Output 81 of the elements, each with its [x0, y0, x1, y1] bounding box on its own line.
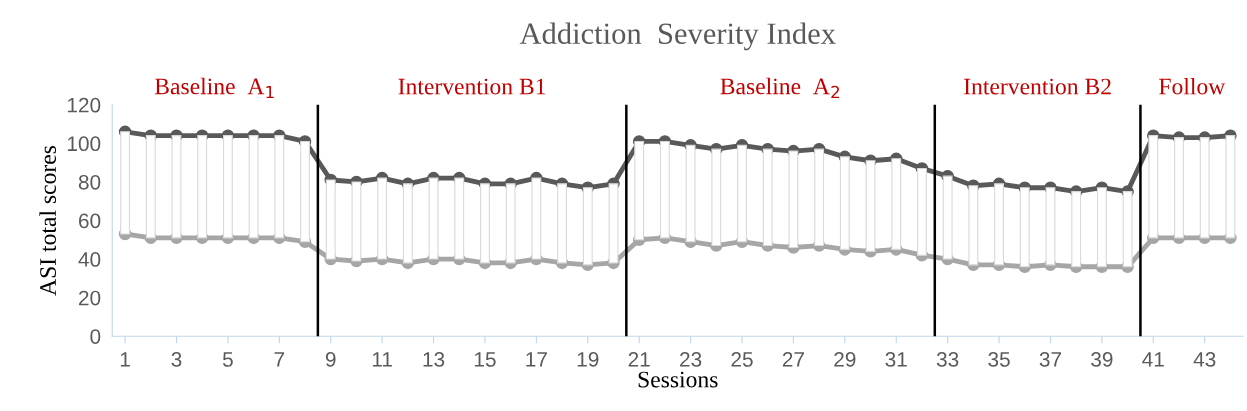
- x-tick-label: 23: [680, 352, 702, 367]
- x-axis-title: Sessions: [638, 371, 718, 388]
- bar: [685, 144, 696, 243]
- bar: [839, 156, 850, 250]
- x-tick-label: 15: [474, 352, 496, 367]
- bar: [814, 148, 825, 247]
- x-tick-label: 19: [577, 352, 599, 367]
- bar: [968, 185, 979, 266]
- y-tick-label: 60: [79, 213, 101, 229]
- bar: [377, 177, 388, 260]
- chart-title: Addiction Severity Index: [519, 22, 836, 51]
- x-tick-label: 41: [1142, 352, 1164, 367]
- bar: [1019, 187, 1030, 268]
- bar: [634, 140, 645, 241]
- text: Baseline A$_{1}$: [154, 77, 274, 99]
- bar: [531, 177, 542, 260]
- y-axis-title: ASI total scores: [39, 145, 57, 296]
- bar: [145, 135, 156, 239]
- text: Intervention B1: [398, 78, 546, 95]
- bar: [222, 135, 233, 239]
- bar: [582, 187, 593, 266]
- bar: [120, 131, 131, 235]
- text: Baseline A$_{2}$: [720, 77, 840, 99]
- x-tick-label: 7: [274, 352, 285, 367]
- bar: [325, 179, 336, 260]
- bar: [1199, 137, 1210, 239]
- bar: [1225, 135, 1236, 239]
- y-tick-label: 120: [67, 97, 101, 113]
- bar: [557, 183, 567, 264]
- bar: [659, 140, 670, 239]
- bar: [505, 183, 516, 264]
- bar: [454, 177, 465, 260]
- bar: [402, 183, 413, 264]
- bar: [994, 183, 1004, 266]
- x-tick-label: 31: [885, 352, 907, 367]
- bar: [608, 183, 619, 264]
- x-tick-label: 11: [372, 352, 392, 367]
- bar: [428, 177, 439, 260]
- x-tick-label: 17: [526, 352, 547, 367]
- x-tick-label: 9: [325, 352, 336, 367]
- bar: [197, 135, 208, 239]
- bar: [248, 135, 259, 239]
- x-tick-label: 21: [628, 352, 650, 367]
- bar: [788, 150, 799, 249]
- x-tick-label: 29: [834, 352, 856, 367]
- x-tick-label: 33: [936, 352, 959, 367]
- x-tick-label: 1: [120, 352, 130, 367]
- x-tick-label: 13: [423, 352, 445, 367]
- text: Follow: [1159, 77, 1226, 95]
- y-tick-label: 100: [67, 136, 101, 152]
- x-tick-label: 3: [171, 352, 182, 367]
- text: Intervention B2: [964, 78, 1111, 95]
- bar: [171, 135, 182, 239]
- bar: [1071, 191, 1082, 268]
- bar: [942, 175, 953, 260]
- bar: [1045, 187, 1056, 266]
- bar: [891, 158, 902, 250]
- bar: [865, 160, 876, 252]
- y-tick-label: 0: [90, 329, 101, 344]
- x-tick-label: 35: [988, 352, 1010, 367]
- bar: [480, 183, 490, 264]
- bar: [917, 167, 927, 256]
- bar: [737, 144, 747, 243]
- bar: [351, 181, 362, 262]
- y-tick-label: 40: [78, 252, 101, 267]
- x-tick-label: 5: [222, 352, 233, 367]
- bar: [1096, 187, 1107, 268]
- x-tick-label: 27: [782, 352, 804, 367]
- bar: [1122, 191, 1133, 268]
- x-tick-label: 39: [1091, 352, 1113, 367]
- x-tick-label: 37: [1039, 352, 1062, 367]
- x-tick-label: 43: [1193, 352, 1216, 367]
- y-tick-label: 20: [79, 290, 101, 306]
- bar: [1174, 137, 1184, 239]
- y-tick-label: 80: [78, 174, 101, 190]
- bar: [1148, 135, 1159, 239]
- bar: [300, 140, 310, 243]
- bar: [274, 135, 285, 239]
- bar: [762, 148, 773, 247]
- bar: [711, 148, 722, 247]
- x-tick-label: 25: [731, 352, 753, 367]
